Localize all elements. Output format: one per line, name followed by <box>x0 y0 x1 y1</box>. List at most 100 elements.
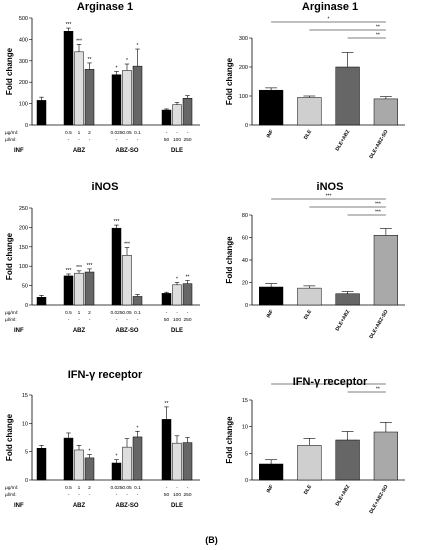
dose-label: 0.025 <box>110 130 122 136</box>
y-tick-label: 0 <box>25 478 28 484</box>
dose-header-ul: µl/ml: <box>5 137 17 143</box>
bar <box>122 255 132 306</box>
dose-label: 0.05 <box>122 310 132 316</box>
y-tick-label: 5 <box>245 451 248 457</box>
group-label: INF <box>14 328 24 334</box>
volume-label: - <box>68 493 70 498</box>
y-tick-label: 50 <box>22 284 28 290</box>
significance-label: * <box>328 379 330 385</box>
volume-label: - <box>78 318 80 323</box>
group-label: DLE <box>171 503 183 509</box>
significance-label: ** <box>376 387 380 393</box>
category-label: INF <box>266 309 275 319</box>
category-label: DLE+ABZ-SO <box>368 484 389 515</box>
category-label: DLE <box>303 308 314 320</box>
dose-label: - <box>187 131 189 136</box>
bar <box>335 293 360 306</box>
y-tick-label: 0 <box>245 303 248 309</box>
dose-label: 0.5 <box>65 310 72 316</box>
bar <box>373 235 398 306</box>
dose-label: 2 <box>88 130 91 136</box>
y-axis-label: Fold change <box>5 47 14 95</box>
bar <box>161 293 172 306</box>
bar <box>259 463 284 481</box>
figure-panel-label: (B) <box>205 535 218 545</box>
y-tick-label: 500 <box>19 16 28 22</box>
significance-label: *** <box>66 268 72 274</box>
y-axis-label: Fold change <box>225 236 234 284</box>
dose-label: - <box>166 486 168 491</box>
bar <box>335 439 360 481</box>
category-label: DLE+ABZ <box>335 484 352 507</box>
volume-label: - <box>126 493 128 498</box>
y-tick-label: 300 <box>239 36 248 42</box>
bar <box>111 74 122 126</box>
bar <box>172 442 182 481</box>
category-label: DLE+ABZ <box>335 129 352 152</box>
significance-label: *** <box>114 219 120 225</box>
significance-label: * <box>328 17 330 23</box>
significance-label: ** <box>376 25 380 31</box>
significance-label: * <box>116 454 118 460</box>
volume-label: 50 <box>164 492 170 498</box>
group-label: INF <box>14 503 24 509</box>
y-tick-label: 200 <box>19 80 28 86</box>
volume-label: 100 <box>173 492 181 498</box>
dose-label: 0.5 <box>65 130 72 136</box>
chart-title: iNOS <box>92 181 119 193</box>
dose-label: - <box>187 311 189 316</box>
bar <box>111 227 122 306</box>
volume-label: - <box>68 138 70 143</box>
group-label: ABZ-SO <box>116 503 139 509</box>
y-tick-label: 100 <box>19 264 28 270</box>
bar <box>132 65 143 126</box>
significance-label: *** <box>87 263 93 269</box>
volume-label: 250 <box>183 137 191 143</box>
y-tick-label: 0 <box>25 123 28 129</box>
y-tick-label: 60 <box>242 236 248 242</box>
y-tick-label: 200 <box>19 225 28 231</box>
group-label: ABZ <box>73 328 86 334</box>
volume-label: - <box>78 138 80 143</box>
significance-label: *** <box>375 202 381 208</box>
dose-label: 2 <box>88 310 91 316</box>
group-label: ABZ <box>73 148 86 154</box>
dose-label: 0.1 <box>134 310 141 316</box>
bar <box>297 97 322 126</box>
bar <box>122 446 132 481</box>
category-label: DLE+ABZ-SO <box>368 129 389 160</box>
bar <box>259 286 284 306</box>
volume-label: 250 <box>183 317 191 323</box>
y-tick-label: 250 <box>19 206 28 212</box>
category-label: INF <box>266 484 275 494</box>
y-tick-label: 15 <box>22 393 28 399</box>
y-tick-label: 150 <box>19 245 28 251</box>
dose-label: - <box>176 311 178 316</box>
bar <box>111 462 122 481</box>
bar <box>182 442 193 481</box>
dose-header-ul: µl/ml: <box>5 492 17 498</box>
bar <box>373 98 398 126</box>
volume-label: - <box>116 318 118 323</box>
dose-label: - <box>176 131 178 136</box>
significance-label: * <box>116 66 118 72</box>
dose-label: 0.05 <box>122 130 132 136</box>
bar <box>132 436 143 481</box>
y-axis-label: Fold change <box>5 232 14 280</box>
dose-label: 0.025 <box>110 310 122 316</box>
y-axis-label: Fold change <box>225 57 234 105</box>
bar <box>84 457 95 481</box>
group-label: DLE <box>171 328 183 334</box>
volume-label: 50 <box>164 317 170 323</box>
bar <box>74 272 84 306</box>
volume-label: 250 <box>183 492 191 498</box>
dose-label: 0.1 <box>134 485 141 491</box>
bar <box>84 69 95 126</box>
significance-label: * <box>137 425 139 431</box>
y-tick-label: 100 <box>19 102 28 108</box>
bar <box>74 51 84 126</box>
category-label: DLE <box>303 128 314 140</box>
dose-label: 1 <box>78 310 81 316</box>
significance-label: ** <box>186 275 190 281</box>
significance-label: * <box>126 58 128 64</box>
